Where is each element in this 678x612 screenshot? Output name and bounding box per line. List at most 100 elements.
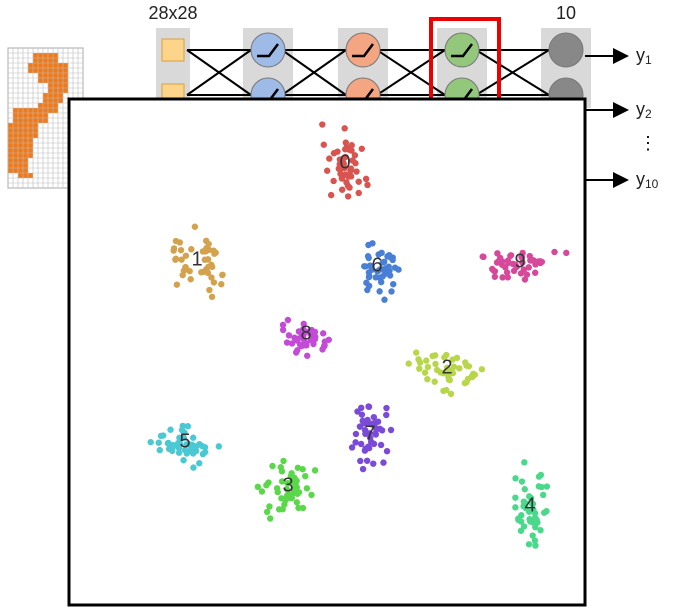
embedding-point xyxy=(198,269,205,276)
embedding-point xyxy=(424,363,432,371)
embedding-point xyxy=(380,459,387,466)
embedding-point xyxy=(505,259,512,267)
embedding-point xyxy=(370,460,377,467)
input-label: 28x28 xyxy=(148,3,197,23)
embedding-point xyxy=(167,426,174,433)
embedding-point xyxy=(181,429,188,436)
embedding-point xyxy=(169,441,176,449)
embedding-point xyxy=(296,341,304,348)
embedding-point xyxy=(305,328,312,336)
embedding-point xyxy=(519,259,526,266)
embedding-point xyxy=(390,280,397,288)
embedding-point xyxy=(365,443,372,450)
embedding-point xyxy=(303,485,311,492)
embedding-point xyxy=(182,264,189,271)
embedding-point xyxy=(421,369,429,376)
embedding-point xyxy=(263,508,271,516)
embedding-point xyxy=(377,441,385,449)
embedding-point xyxy=(357,457,364,465)
embedding-point xyxy=(352,430,360,438)
embedding-point xyxy=(405,360,412,367)
embedding-point xyxy=(184,423,192,430)
embedding-point xyxy=(336,156,344,163)
embedding-point xyxy=(283,339,291,346)
embedding-point xyxy=(301,339,309,346)
cluster-label: 8 xyxy=(300,322,311,344)
embedding-point xyxy=(343,144,350,151)
embedding-point xyxy=(415,356,422,363)
embedding-point xyxy=(215,443,223,450)
connection xyxy=(475,49,550,96)
embedding-point xyxy=(525,264,532,271)
embedding-point xyxy=(172,255,180,262)
cluster-label: 1 xyxy=(191,248,202,270)
embedding-point xyxy=(551,248,558,256)
embedding-point xyxy=(294,464,302,471)
embedding-point xyxy=(266,515,274,522)
embedding-point xyxy=(278,495,285,502)
embedding-point xyxy=(334,148,341,155)
embedding-point xyxy=(445,376,453,383)
embedding-point xyxy=(319,121,326,128)
embedding-point xyxy=(202,248,209,255)
embedding-point xyxy=(388,288,395,295)
embedding-point xyxy=(218,281,225,288)
embedding-point xyxy=(293,499,301,506)
embedding-point xyxy=(535,473,543,480)
cluster-label: 2 xyxy=(441,356,452,378)
embedding-point xyxy=(413,349,420,356)
embedding-point xyxy=(449,369,457,377)
embedding-point xyxy=(345,173,352,180)
embedding-point xyxy=(346,184,353,191)
embedding-point xyxy=(416,365,423,372)
embedding-point xyxy=(385,251,393,259)
embedding-point xyxy=(464,375,472,383)
embedding-point xyxy=(304,352,311,359)
embedding-point xyxy=(370,413,378,421)
embedding-point xyxy=(337,164,345,172)
embedding-point xyxy=(488,265,496,273)
embedding-point xyxy=(287,473,295,480)
embedding-point xyxy=(198,442,206,450)
embedding-point xyxy=(291,334,298,341)
embedding-point xyxy=(456,365,463,372)
embedding-point xyxy=(527,257,534,264)
embedding-point xyxy=(365,254,372,262)
embedding-point xyxy=(543,507,550,515)
embedding-point xyxy=(269,462,276,470)
embedding-point xyxy=(210,279,218,286)
embedding-point xyxy=(383,411,390,419)
input-node xyxy=(161,38,185,62)
relu-icon xyxy=(257,43,279,58)
embedding-point xyxy=(529,532,536,539)
embedding-point xyxy=(383,404,390,412)
embedding-point xyxy=(339,186,346,193)
embedding-point xyxy=(368,266,376,273)
embedding-point xyxy=(288,494,296,502)
embedding-point xyxy=(279,326,287,334)
embedding-point xyxy=(156,446,163,454)
embedding-point xyxy=(538,483,545,491)
embedding-point xyxy=(300,320,307,328)
cluster-label: 9 xyxy=(514,250,525,272)
connection xyxy=(281,49,347,96)
embedding-point xyxy=(355,178,362,185)
embedding-point xyxy=(319,330,327,337)
embedding-point xyxy=(192,447,200,455)
embedding-point xyxy=(518,478,526,485)
embedding-point xyxy=(447,390,455,398)
embedding-point xyxy=(441,354,448,361)
embedding-point xyxy=(431,378,438,385)
embedding-point xyxy=(356,423,364,430)
embedding-point xyxy=(531,537,539,544)
embedding-point xyxy=(462,359,469,366)
embedding-point xyxy=(507,252,515,259)
output-index: 10 xyxy=(645,177,659,191)
embedding-point xyxy=(284,316,292,324)
embedding-point xyxy=(323,167,331,174)
embedding-point xyxy=(208,274,215,281)
digit-pixels xyxy=(13,108,48,123)
embedding-point xyxy=(493,259,501,266)
embedding-point xyxy=(191,223,199,230)
embedding-point xyxy=(537,527,544,534)
